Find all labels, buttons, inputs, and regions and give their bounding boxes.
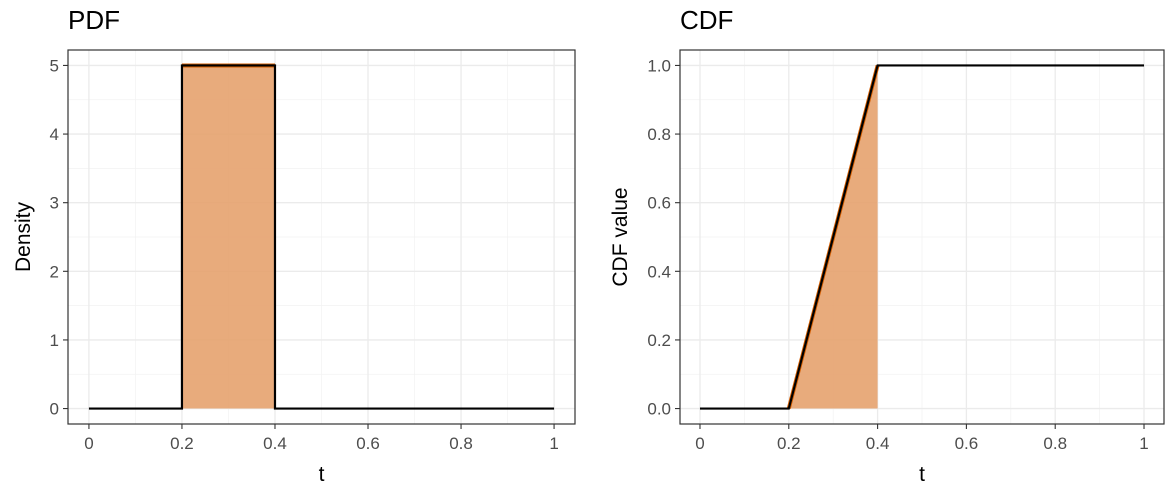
cdf-x-tick-label: 0.2 bbox=[777, 434, 801, 453]
cdf-y-tick-label: 0.4 bbox=[647, 262, 671, 281]
pdf-shaded-area bbox=[181, 65, 275, 409]
pdf-y-tick-label: 3 bbox=[50, 194, 59, 213]
pdf-x-tick-label: 1 bbox=[549, 434, 558, 453]
pdf-y-tick-label: 1 bbox=[50, 331, 59, 350]
cdf-panel: 0 0.2 0.4 0.6 0.8 1 0.0 0.2 0.4 0.6 0.8 1.0 CDF t CDF … bbox=[609, 5, 1165, 486]
cdf-grid bbox=[680, 50, 1164, 424]
pdf-x-axis-title: t bbox=[319, 463, 325, 486]
cdf-x-axis-title: t bbox=[919, 463, 925, 486]
cdf-y-axis-title: CDF value bbox=[609, 187, 632, 286]
pdf-x-tick-label: 0.8 bbox=[449, 434, 473, 453]
cdf-title: CDF bbox=[680, 5, 733, 35]
cdf-y-tick-label: 0.2 bbox=[647, 331, 671, 350]
cdf-x-tick-label: 0.8 bbox=[1043, 434, 1067, 453]
pdf-y-tick-label: 4 bbox=[50, 125, 59, 144]
pdf-x-tick-label: 0.4 bbox=[263, 434, 287, 453]
cdf-y-tick-label: 0.8 bbox=[647, 125, 671, 144]
pdf-title: PDF bbox=[68, 5, 120, 35]
pdf-grid bbox=[68, 50, 575, 424]
pdf-x-tick-label: 0.2 bbox=[170, 434, 194, 453]
pdf-x-tick-label: 0 bbox=[84, 434, 93, 453]
cdf-y-tick-label: 0.6 bbox=[647, 194, 671, 213]
pdf-y-tick-label: 0 bbox=[50, 400, 59, 419]
cdf-y-tick-label: 0.0 bbox=[647, 400, 671, 419]
pdf-y-axis-title: Density bbox=[12, 201, 35, 272]
pdf-series-line bbox=[88, 64, 555, 410]
pdf-x-tick-label: 0.6 bbox=[356, 434, 380, 453]
cdf-x-tick-label: 1 bbox=[1139, 434, 1148, 453]
cdf-series-line bbox=[699, 64, 1145, 410]
pdf-panel-border bbox=[67, 49, 576, 425]
cdf-x-tick-label: 0.4 bbox=[866, 434, 890, 453]
cdf-panel-border bbox=[679, 49, 1165, 425]
cdf-x-tick-label: 0 bbox=[695, 434, 704, 453]
cdf-x-tick-label: 0.6 bbox=[955, 434, 979, 453]
pdf-y-tick-label: 2 bbox=[50, 262, 59, 281]
pdf-panel: 0 0.2 0.4 0.6 0.8 1 0 1 2 3 4 5 PDF t Density bbox=[12, 5, 576, 486]
cdf-y-tick-label: 1.0 bbox=[647, 56, 671, 75]
pdf-y-tick-label: 5 bbox=[50, 56, 59, 75]
